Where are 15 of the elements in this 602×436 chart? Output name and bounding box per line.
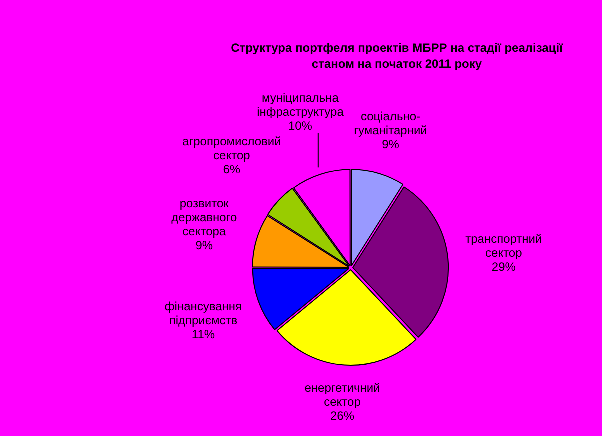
slice-label: транспортний сектор bbox=[466, 232, 542, 260]
slice-label: соціально-гуманітарний bbox=[354, 110, 428, 138]
slice-label: фінансування підприємств bbox=[164, 299, 242, 328]
chart-title: Структура портфеля проектів МБРР на стадії реалізації станом на початок 2011 року bbox=[230, 40, 564, 72]
data-label: 10% bbox=[288, 118, 313, 133]
slice-label: розвиток державного сектора bbox=[172, 196, 238, 239]
data-label: 9% bbox=[196, 238, 214, 253]
data-label: 6% bbox=[223, 162, 241, 176]
slice-label: агропромисловий сектор bbox=[182, 134, 282, 162]
slice-label: муніципальна інфраструктура bbox=[257, 90, 344, 119]
slice-label: енергетичний сектор bbox=[304, 381, 380, 409]
data-label: 9% bbox=[382, 138, 400, 152]
data-label: 29% bbox=[492, 260, 516, 274]
data-label: 26% bbox=[330, 409, 355, 423]
data-label: 11% bbox=[192, 327, 216, 342]
